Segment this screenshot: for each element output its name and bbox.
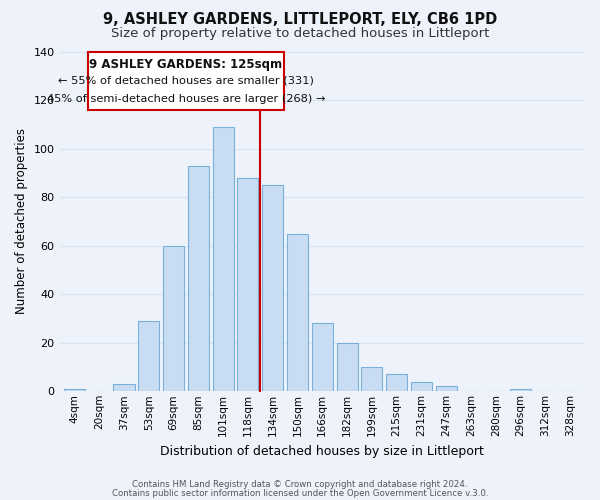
X-axis label: Distribution of detached houses by size in Littleport: Distribution of detached houses by size … bbox=[160, 444, 484, 458]
Bar bbox=[386, 374, 407, 392]
Text: 45% of semi-detached houses are larger (268) →: 45% of semi-detached houses are larger (… bbox=[47, 94, 325, 104]
Bar bbox=[312, 324, 333, 392]
Bar bbox=[361, 367, 382, 392]
FancyBboxPatch shape bbox=[88, 52, 284, 110]
Bar bbox=[64, 389, 85, 392]
Bar bbox=[262, 185, 283, 392]
Text: ← 55% of detached houses are smaller (331): ← 55% of detached houses are smaller (33… bbox=[58, 76, 314, 86]
Bar bbox=[163, 246, 184, 392]
Bar bbox=[411, 382, 432, 392]
Text: Contains public sector information licensed under the Open Government Licence v.: Contains public sector information licen… bbox=[112, 488, 488, 498]
Y-axis label: Number of detached properties: Number of detached properties bbox=[15, 128, 28, 314]
Bar bbox=[138, 321, 160, 392]
Text: Size of property relative to detached houses in Littleport: Size of property relative to detached ho… bbox=[111, 28, 489, 40]
Bar bbox=[510, 389, 531, 392]
Text: 9 ASHLEY GARDENS: 125sqm: 9 ASHLEY GARDENS: 125sqm bbox=[89, 58, 283, 70]
Bar bbox=[436, 386, 457, 392]
Text: 9, ASHLEY GARDENS, LITTLEPORT, ELY, CB6 1PD: 9, ASHLEY GARDENS, LITTLEPORT, ELY, CB6 … bbox=[103, 12, 497, 28]
Text: Contains HM Land Registry data © Crown copyright and database right 2024.: Contains HM Land Registry data © Crown c… bbox=[132, 480, 468, 489]
Bar bbox=[188, 166, 209, 392]
Bar bbox=[337, 342, 358, 392]
Bar bbox=[238, 178, 259, 392]
Bar bbox=[212, 126, 233, 392]
Bar bbox=[113, 384, 134, 392]
Bar bbox=[287, 234, 308, 392]
